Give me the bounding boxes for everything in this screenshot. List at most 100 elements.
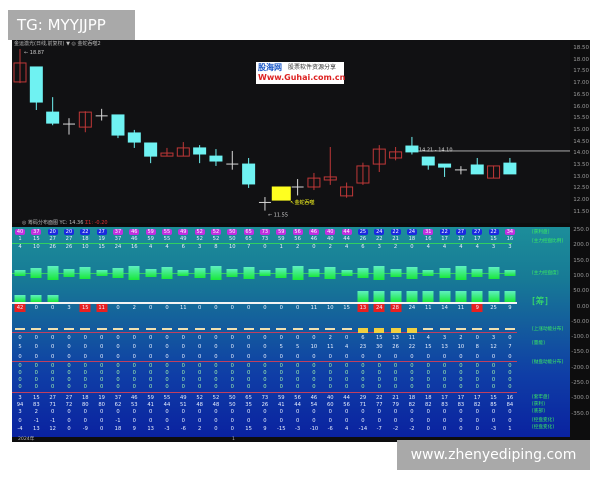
price-tick: 18.00 (573, 56, 589, 63)
row-b-value: 4 (165, 244, 169, 250)
badge: 49 (178, 229, 189, 235)
stack-value: 0 (181, 377, 185, 383)
candle-body (405, 145, 419, 153)
row-b-value: 4 (459, 244, 463, 250)
row-e-value: 0 (214, 354, 218, 360)
stack-value: 0 (442, 384, 447, 390)
bottom-3-value: 3 (18, 409, 22, 415)
indicator-tick: -300.0 (571, 395, 589, 402)
bottom-3-value: 0 (295, 409, 300, 415)
row-d-value: 0 (165, 344, 169, 350)
stack-value: 0 (508, 363, 512, 369)
candle-body (176, 147, 190, 157)
bottom-3-value: 0 (181, 409, 185, 415)
stack-value: 0 (132, 377, 136, 383)
stack-value: 0 (393, 370, 398, 376)
up-bar (357, 291, 369, 302)
badge: 24 (374, 229, 385, 235)
indicator-tick: 50.00 (573, 288, 589, 295)
indicator-value: Σ1: -0.20 (85, 220, 108, 226)
stack-value: 0 (328, 363, 332, 369)
row-e-value: 0 (344, 354, 349, 360)
volume-marker (357, 328, 368, 333)
row-d-value: 0 (116, 344, 120, 350)
bottom-1-value: 29 (359, 395, 367, 401)
row-b-value: 2 (393, 244, 398, 250)
row-c-value: 0 (34, 335, 38, 341)
row-e-value: 0 (491, 354, 496, 360)
row-d-value: 0 (214, 344, 218, 350)
row-d-value: 30 (375, 344, 383, 350)
row-b-value: 3 (197, 244, 202, 250)
candle-body (209, 155, 223, 162)
bottom-5-value: 18 (114, 426, 122, 432)
mid-value: 9 (475, 305, 479, 311)
stack-value: 0 (67, 377, 71, 383)
logo-mark: 股海网 (258, 63, 282, 72)
bottom-4-value: -1 (33, 418, 39, 424)
price-tick: 13.50 (573, 162, 589, 168)
volume-marker (325, 328, 336, 330)
stack-value: 0 (181, 384, 185, 390)
row-c-value: 0 (246, 335, 251, 341)
candle-body (470, 164, 484, 175)
mid-value: 11 (310, 305, 318, 311)
mid-value: 0 (197, 305, 202, 311)
volume-marker (243, 328, 254, 330)
bottom-3-value: 0 (99, 409, 104, 415)
bottom-3-value: 0 (148, 409, 153, 415)
badge: 59 (145, 229, 156, 235)
bottom-3-value: 2 (34, 409, 38, 415)
row-c-value: 0 (67, 335, 71, 341)
bottom-2-value: 44 (294, 402, 301, 408)
row-d-value: 0 (246, 344, 251, 350)
bottom-5-value: -14 (358, 426, 368, 432)
up-bar (47, 295, 59, 302)
row-d-value: 0 (181, 344, 185, 350)
stack-value: 0 (83, 384, 87, 390)
stack-value: 0 (344, 377, 349, 383)
row-c-value: 0 (197, 335, 202, 341)
mid-value: 0 (279, 305, 283, 311)
bottom-2-value: 83 (457, 402, 465, 408)
down-bar (390, 304, 402, 312)
mid-value: 14 (441, 305, 448, 311)
row-d-value: 0 (83, 344, 87, 350)
bottom-3-value: 0 (116, 409, 120, 415)
bottom-2-value: 72 (65, 402, 73, 408)
row-a-value: 50 (228, 236, 236, 242)
row-a-value: 55 (163, 236, 171, 242)
bottom-5-value: 12 (49, 426, 56, 432)
bottom-4-value: 0 (263, 418, 267, 424)
bottom-5-value: 0 (426, 426, 430, 432)
bottom-3-value: 0 (246, 409, 251, 415)
bottom-2-value: 71 (359, 402, 367, 408)
volume-marker (472, 328, 483, 330)
stack-value: 0 (312, 384, 316, 390)
right-label: [量能] (532, 341, 545, 346)
bottom-2-value: 54 (310, 402, 318, 408)
row-e-value: 0 (197, 354, 202, 360)
bottom-2-value: 80 (82, 402, 89, 408)
indicator-panel[interactable]: 40 1 4 42 0 5 0 0 0 0 0 3 94 3 0 -4 37 15 10 0 0 0 0 0 0 0 0 15 83 2-… (12, 227, 570, 437)
row-b-value: 3 (377, 244, 381, 250)
bottom-3-value: 0 (263, 409, 267, 415)
red-line-3 (12, 392, 517, 393)
volume-marker (455, 328, 466, 330)
control-bar (161, 267, 173, 279)
stack-value: 0 (34, 363, 38, 369)
stack-value: 0 (246, 384, 251, 390)
stack-value: 0 (263, 363, 267, 369)
control-bar (194, 268, 206, 278)
bottom-3-value: 0 (393, 409, 398, 415)
row-d-value: 12 (490, 344, 497, 350)
candlestick-svg: ← 18.87 ← 11.55 ↖金蛇吞噬 14.21 - 14.10 (13, 49, 570, 219)
stack-value: 0 (165, 363, 169, 369)
candle-body (111, 114, 125, 136)
right-label: [抛盘动能分布] (532, 360, 564, 365)
row-e-value: 0 (279, 354, 283, 360)
bottom-4-value: -1 (50, 418, 56, 424)
row-e-value: 0 (18, 354, 22, 360)
mid-value: 15 (343, 305, 350, 311)
mid-value: 9 (508, 305, 512, 311)
